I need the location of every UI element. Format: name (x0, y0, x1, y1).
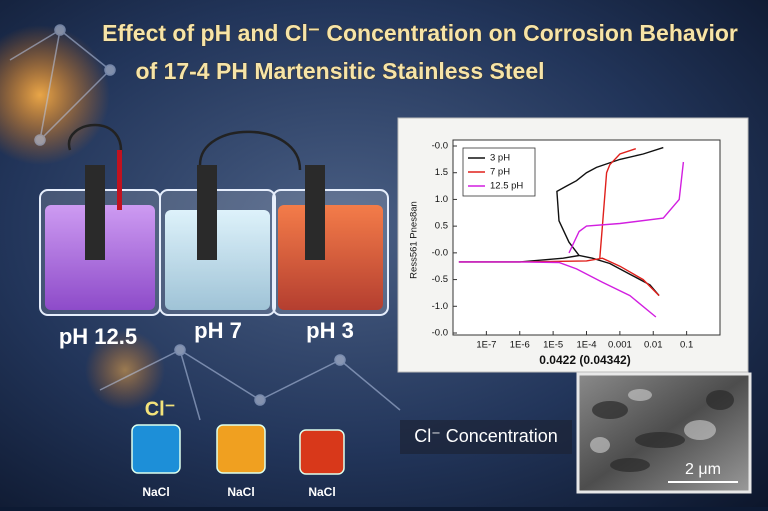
sem-texture (590, 389, 716, 453)
x-tick-label: 1E-4 (576, 340, 596, 351)
beaker-label: pH 7 (194, 318, 242, 343)
y-tick-label: -0.0 (432, 328, 448, 339)
chloride-label: Cl⁻ (145, 398, 176, 420)
beakers (39, 123, 389, 316)
x-tick-label: 1E-6 (510, 340, 530, 351)
title: of 17-4 PH Martensitic Stainless Steel (135, 58, 544, 84)
x-tick-label: 1E-7 (476, 340, 496, 351)
legend-label: 3 pH (490, 153, 510, 164)
y-tick-label: -1.0 (432, 301, 448, 312)
y-tick-label: 1.5 (435, 167, 448, 178)
cup-label: NaCl (227, 485, 254, 499)
molecule-network (9, 24, 401, 421)
y-axis-label: Ress561 Pnes8an (409, 201, 420, 279)
beaker-label: pH 3 (306, 318, 354, 343)
glow (0, 25, 110, 165)
caption-box (400, 420, 572, 454)
scale-label: 2 μm (685, 461, 721, 478)
cups (131, 424, 345, 475)
title: Effect of pH and Cl⁻ Concentration on Co… (102, 20, 738, 46)
y-tick-label: 0.5 (435, 221, 448, 232)
caption: Cl⁻ Concentration (414, 426, 558, 446)
cup-label: NaCl (308, 485, 335, 499)
x-tick-label: 0.1 (680, 340, 693, 351)
y-tick-label: -0.0 (432, 141, 448, 152)
y-tick-label: 1.0 (435, 194, 448, 205)
series-line (458, 146, 664, 297)
x-tick-label: 0.01 (644, 340, 663, 351)
legend-label: 12.5 pH (490, 181, 523, 192)
y-tick-label: -0.5 (432, 274, 448, 285)
series-line (458, 161, 685, 318)
legend-label: 7 pH (490, 167, 510, 178)
cup-label: NaCl (142, 485, 169, 499)
x-axis-label: 0.0422 (0.04342) (539, 353, 630, 367)
x-tick-label: 1E-5 (543, 340, 563, 351)
y-tick-label: -0.0 (432, 247, 448, 258)
glow (85, 330, 165, 410)
beaker-label: pH 12.5 (59, 324, 137, 349)
x-tick-label: 0.001 (608, 340, 632, 351)
sem-texture (592, 390, 734, 472)
